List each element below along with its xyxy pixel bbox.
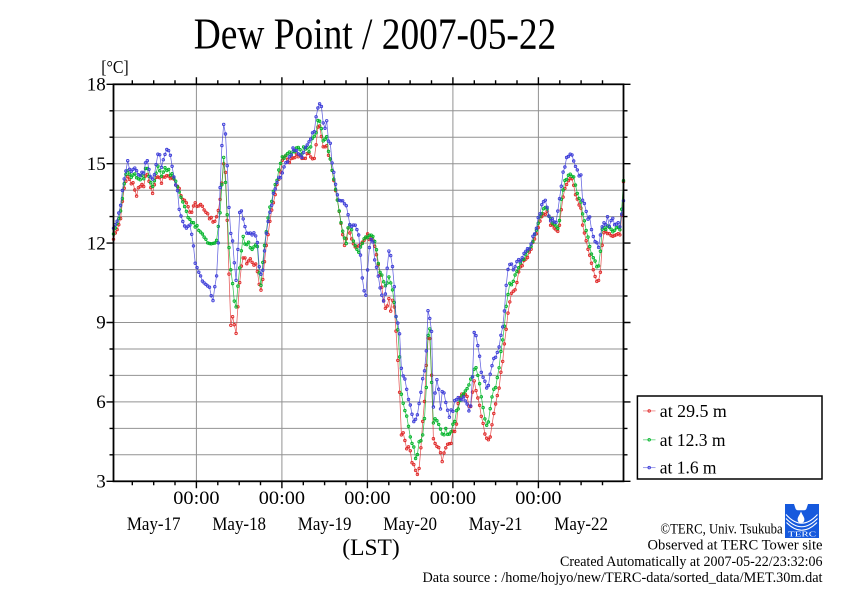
svg-text:00:00: 00:00 [344, 488, 390, 509]
svg-text:3: 3 [96, 472, 106, 493]
svg-text:at 1.6 m: at 1.6 m [660, 458, 717, 478]
svg-text:12: 12 [87, 233, 106, 254]
svg-text:May-20: May-20 [383, 514, 437, 535]
svg-text:at 29.5 m: at 29.5 m [660, 401, 727, 421]
svg-text:Dew Point / 2007-05-22: Dew Point / 2007-05-22 [194, 10, 557, 59]
svg-text:at 12.3 m: at 12.3 m [660, 430, 726, 450]
svg-text:TERC: TERC [788, 530, 816, 539]
svg-text:Data source : /home/hojyo/new/: Data source : /home/hojyo/new/TERC-data/… [423, 570, 823, 586]
svg-text:May-21: May-21 [469, 514, 523, 535]
svg-text:[°C]: [°C] [101, 57, 129, 77]
svg-text:9: 9 [96, 313, 106, 334]
svg-text:00:00: 00:00 [430, 488, 476, 509]
svg-text:6: 6 [96, 392, 106, 413]
svg-text:May-19: May-19 [298, 514, 352, 535]
svg-text:18: 18 [87, 75, 106, 96]
svg-text:May-22: May-22 [554, 514, 608, 535]
svg-text:00:00: 00:00 [173, 488, 219, 509]
svg-text:Created Automatically at 2007-: Created Automatically at 2007-05-22/23:3… [560, 554, 823, 570]
svg-text:May-18: May-18 [212, 514, 266, 535]
svg-text:May-17: May-17 [127, 514, 181, 535]
svg-text:Observed at TERC Tower site: Observed at TERC Tower site [648, 538, 823, 554]
svg-text:(LST): (LST) [342, 535, 400, 560]
svg-text:15: 15 [87, 154, 106, 175]
svg-text:00:00: 00:00 [259, 488, 305, 509]
svg-text:00:00: 00:00 [515, 488, 561, 509]
svg-text:©TERC, Univ. Tsukuba: ©TERC, Univ. Tsukuba [660, 521, 783, 537]
